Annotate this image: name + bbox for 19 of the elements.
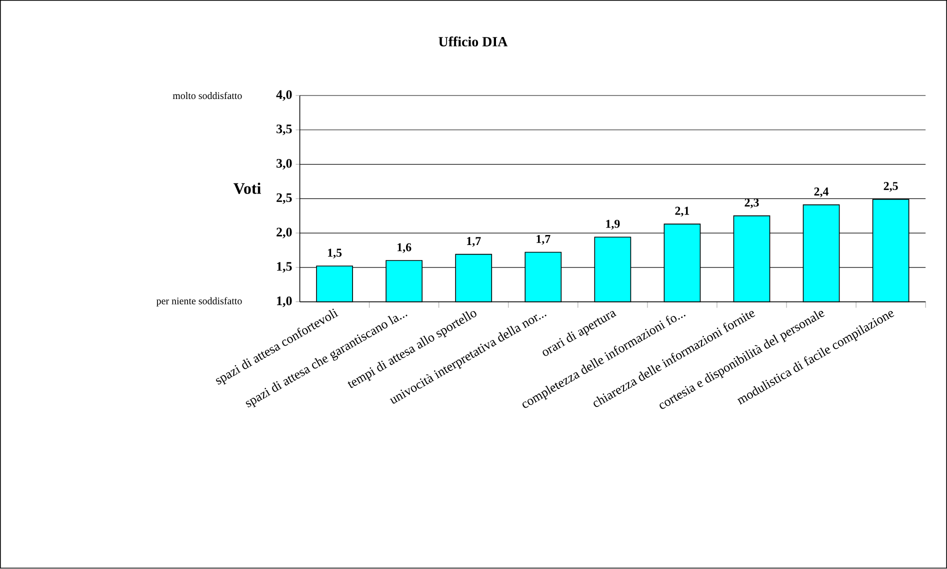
data-label: 2,5 [884,182,898,192]
text: molto soddisfatto [172,92,242,100]
data-label: 1,7 [536,235,550,245]
text: per niente soddisfatto [156,297,242,307]
y-tick-label: 1,0 [277,296,292,308]
y-tick-label: 4,0 [276,90,292,102]
data-label: 2,4 [814,188,829,198]
data-label: 1,5 [328,248,342,259]
chart-title: Ufficio DIA [438,36,508,47]
y-axis-title: Voti [234,182,261,194]
data-label: 2,1 [675,207,690,217]
data-label: 1,6 [398,243,412,254]
y-tick-label: 2,0 [276,228,292,239]
y-tick-label: 2,5 [276,194,292,204]
y-tick-label: 1,5 [277,262,292,273]
data-label: 1,9 [606,220,620,230]
data-label: 1,7 [467,237,481,248]
y-tick-label: 3,0 [276,159,292,170]
y-tick-label: 3,5 [276,124,292,136]
